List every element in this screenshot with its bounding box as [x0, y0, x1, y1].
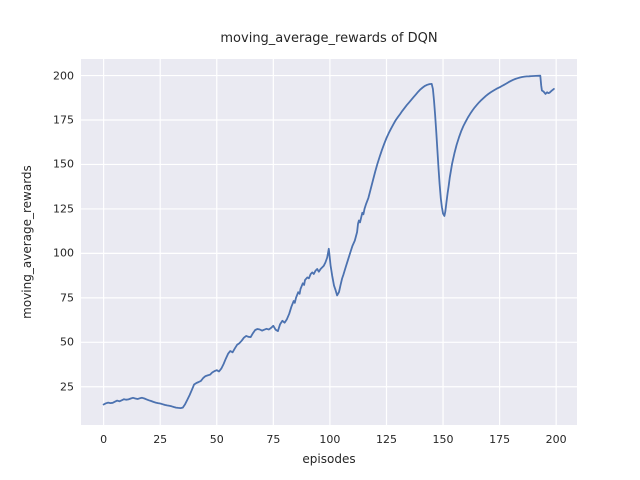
x-tick-label: 150 [432, 433, 454, 446]
chart-title: moving_average_rewards of DQN [220, 31, 438, 46]
y-axis-label: moving_average_rewards [20, 165, 34, 319]
y-tick-label: 150 [53, 157, 74, 171]
y-tick-label: 200 [53, 69, 74, 83]
y-tick-label: 50 [60, 335, 74, 349]
x-tick-label: 200 [545, 433, 567, 446]
x-tick-label: 125 [375, 433, 397, 446]
y-tick-label: 75 [60, 291, 74, 305]
y-tick-label: 175 [53, 113, 74, 127]
x-tick-label: 75 [266, 433, 281, 446]
y-tick-label: 100 [53, 246, 74, 260]
y-tick-label: 25 [60, 380, 74, 394]
y-tick-label: 125 [53, 202, 74, 216]
x-tick-label: 175 [489, 433, 511, 446]
x-axis-label: episodes [302, 452, 356, 466]
reward-line [102, 74, 555, 410]
x-tick-label: 50 [209, 433, 224, 446]
plot-area [81, 59, 577, 425]
x-tick-label: 0 [100, 433, 108, 446]
x-tick-label: 25 [153, 433, 168, 446]
x-tick-label: 100 [319, 433, 341, 446]
